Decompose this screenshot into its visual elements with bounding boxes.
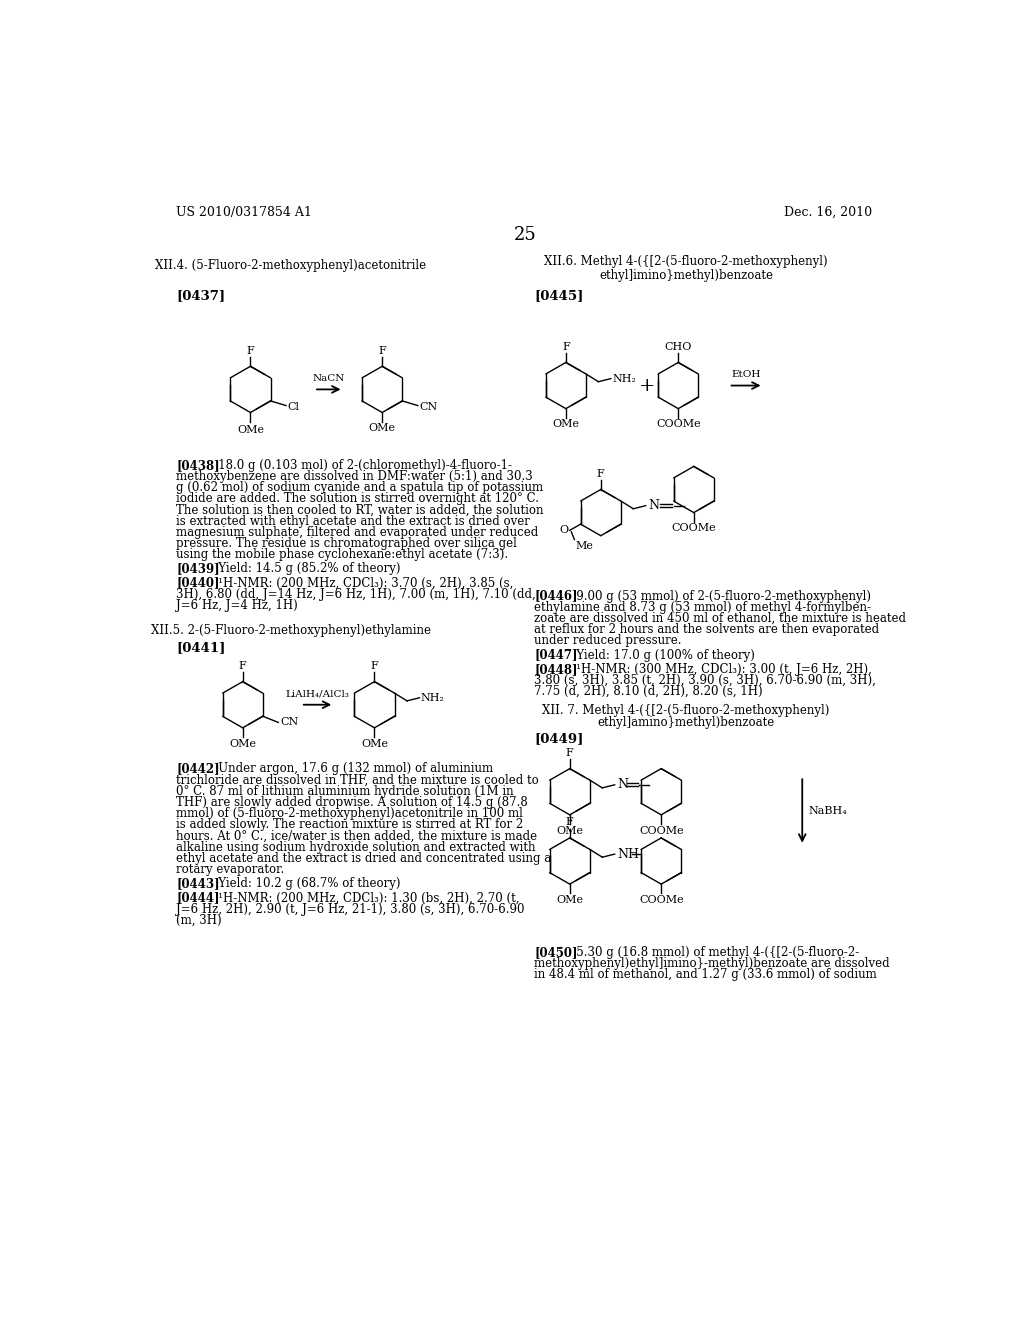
Text: [0439]: [0439] xyxy=(176,562,220,576)
Text: ¹H-NMR: (200 MHz, CDCl₃): 1.30 (bs, 2H), 2.70 (t,: ¹H-NMR: (200 MHz, CDCl₃): 1.30 (bs, 2H),… xyxy=(207,891,519,904)
Text: [0441]: [0441] xyxy=(176,640,225,653)
Text: iodide are added. The solution is stirred overnight at 120° C.: iodide are added. The solution is stirre… xyxy=(176,492,539,506)
Text: F: F xyxy=(562,342,569,351)
Text: [0450]: [0450] xyxy=(535,945,578,958)
Text: NH₂: NH₂ xyxy=(612,374,636,384)
Text: ethyl]amino}methyl)benzoate: ethyl]amino}methyl)benzoate xyxy=(597,717,774,729)
Text: LiAlH₄/AlCl₃: LiAlH₄/AlCl₃ xyxy=(286,689,349,698)
Text: OMe: OMe xyxy=(229,739,256,748)
Text: pressure. The residue is chromatographed over silica gel: pressure. The residue is chromatographed… xyxy=(176,537,517,550)
Text: COOMe: COOMe xyxy=(639,825,683,836)
Text: [0444]: [0444] xyxy=(176,891,219,904)
Text: OMe: OMe xyxy=(369,424,395,433)
Text: NH: NH xyxy=(617,847,640,861)
Text: CN: CN xyxy=(280,718,298,727)
Text: hours. At 0° C., ice/water is then added, the mixture is made: hours. At 0° C., ice/water is then added… xyxy=(176,829,538,842)
Text: XII.5. 2-(5-Fluoro-2-methoxyphenyl)ethylamine: XII.5. 2-(5-Fluoro-2-methoxyphenyl)ethyl… xyxy=(151,624,431,636)
Text: XII.4. (5-Fluoro-2-methoxyphenyl)acetonitrile: XII.4. (5-Fluoro-2-methoxyphenyl)acetoni… xyxy=(156,259,426,272)
Text: 18.0 g (0.103 mol) of 2-(chloromethyl)-4-fluoro-1-: 18.0 g (0.103 mol) of 2-(chloromethyl)-4… xyxy=(207,459,512,471)
Text: under reduced pressure.: under reduced pressure. xyxy=(535,635,682,647)
Text: is added slowly. The reaction mixture is stirred at RT for 2: is added slowly. The reaction mixture is… xyxy=(176,818,523,832)
Text: COOMe: COOMe xyxy=(639,895,683,906)
Text: N: N xyxy=(617,779,629,791)
Text: CN: CN xyxy=(420,403,437,412)
Text: [0442]: [0442] xyxy=(176,763,220,775)
Text: CHO: CHO xyxy=(665,342,692,351)
Text: ¹H-NMR: (300 MHz, CDCl₃): 3.00 (t, J=6 Hz, 2H),: ¹H-NMR: (300 MHz, CDCl₃): 3.00 (t, J=6 H… xyxy=(565,663,872,676)
Text: NaCN: NaCN xyxy=(312,375,345,383)
Text: [0446]: [0446] xyxy=(535,590,578,603)
Text: The solution is then cooled to RT, water is added, the solution: The solution is then cooled to RT, water… xyxy=(176,503,544,516)
Text: [0438]: [0438] xyxy=(176,459,220,471)
Text: COOMe: COOMe xyxy=(672,524,716,533)
Text: F: F xyxy=(378,346,386,355)
Text: N: N xyxy=(649,499,659,512)
Text: ethylamine and 8.73 g (53 mmol) of methyl 4-formylben-: ethylamine and 8.73 g (53 mmol) of methy… xyxy=(535,601,871,614)
Text: EtOH: EtOH xyxy=(731,371,761,379)
Text: trichloride are dissolved in THF, and the mixture is cooled to: trichloride are dissolved in THF, and th… xyxy=(176,774,539,787)
Text: [0437]: [0437] xyxy=(176,289,225,302)
Text: OMe: OMe xyxy=(556,825,584,836)
Text: 0° C. 87 ml of lithium aluminium hydride solution (1M in: 0° C. 87 ml of lithium aluminium hydride… xyxy=(176,785,514,797)
Text: [0447]: [0447] xyxy=(535,648,578,661)
Text: Yield: 14.5 g (85.2% of theory): Yield: 14.5 g (85.2% of theory) xyxy=(207,562,400,576)
Text: [0448]: [0448] xyxy=(535,663,578,676)
Text: F: F xyxy=(597,469,604,479)
Text: COOMe: COOMe xyxy=(656,420,700,429)
Text: F: F xyxy=(371,661,378,671)
Text: Cl: Cl xyxy=(288,403,300,412)
Text: Yield: 10.2 g (68.7% of theory): Yield: 10.2 g (68.7% of theory) xyxy=(207,878,400,890)
Text: O: O xyxy=(559,525,568,536)
Text: mmol) of (5-fluoro-2-methoxyphenyl)acetonitrile in 100 ml: mmol) of (5-fluoro-2-methoxyphenyl)aceto… xyxy=(176,807,523,820)
Text: Dec. 16, 2010: Dec. 16, 2010 xyxy=(784,206,872,219)
Text: 5.30 g (16.8 mmol) of methyl 4-({[2-(5-fluoro-2-: 5.30 g (16.8 mmol) of methyl 4-({[2-(5-f… xyxy=(565,945,859,958)
Text: F: F xyxy=(566,817,573,828)
Text: XII. 7. Methyl 4-({[2-(5-fluoro-2-methoxyphenyl): XII. 7. Methyl 4-({[2-(5-fluoro-2-methox… xyxy=(543,704,829,717)
Text: NaBH₄: NaBH₄ xyxy=(809,805,847,816)
Text: using the mobile phase cyclohexane:ethyl acetate (7:3).: using the mobile phase cyclohexane:ethyl… xyxy=(176,548,508,561)
Text: 9.00 g (53 mmol) of 2-(5-fluoro-2-methoxyphenyl): 9.00 g (53 mmol) of 2-(5-fluoro-2-methox… xyxy=(565,590,871,603)
Text: F: F xyxy=(239,661,247,671)
Text: THF) are slowly added dropwise. A solution of 14.5 g (87.8: THF) are slowly added dropwise. A soluti… xyxy=(176,796,527,809)
Text: XII.6. Methyl 4-({[2-(5-fluoro-2-methoxyphenyl): XII.6. Methyl 4-({[2-(5-fluoro-2-methoxy… xyxy=(544,255,827,268)
Text: OMe: OMe xyxy=(237,425,264,434)
Text: g (0.62 mol) of sodium cyanide and a spatula tip of potassium: g (0.62 mol) of sodium cyanide and a spa… xyxy=(176,480,543,494)
Text: [0440]: [0440] xyxy=(176,577,219,590)
Text: F: F xyxy=(566,748,573,758)
Text: NH₂: NH₂ xyxy=(421,693,444,702)
Text: in 48.4 ml of methanol, and 1.27 g (33.6 mmol) of sodium: in 48.4 ml of methanol, and 1.27 g (33.6… xyxy=(535,968,877,981)
Text: 25: 25 xyxy=(513,226,537,244)
Text: J=6 Hz, J=4 Hz, 1H): J=6 Hz, J=4 Hz, 1H) xyxy=(176,599,298,612)
Text: US 2010/0317854 A1: US 2010/0317854 A1 xyxy=(176,206,312,219)
Text: ethyl acetate and the extract is dried and concentrated using a: ethyl acetate and the extract is dried a… xyxy=(176,851,551,865)
Text: F: F xyxy=(247,346,254,355)
Text: is extracted with ethyl acetate and the extract is dried over: is extracted with ethyl acetate and the … xyxy=(176,515,530,528)
Text: +: + xyxy=(639,376,655,395)
Text: Under argon, 17.6 g (132 mmol) of aluminium: Under argon, 17.6 g (132 mmol) of alumin… xyxy=(207,763,494,775)
Text: OMe: OMe xyxy=(360,739,388,748)
Text: magnesium sulphate, filtered and evaporated under reduced: magnesium sulphate, filtered and evapora… xyxy=(176,525,539,539)
Text: alkaline using sodium hydroxide solution and extracted with: alkaline using sodium hydroxide solution… xyxy=(176,841,536,854)
Text: J=6 Hz, 2H), 2.90 (t, J=6 Hz, 21-1), 3.80 (s, 3H), 6.70-6.90: J=6 Hz, 2H), 2.90 (t, J=6 Hz, 21-1), 3.8… xyxy=(176,903,524,916)
Text: 3H), 6.80 (dd, J=14 Hz, J=6 Hz, 1H), 7.00 (m, 1H), 7.10 (dd,: 3H), 6.80 (dd, J=14 Hz, J=6 Hz, 1H), 7.0… xyxy=(176,587,536,601)
Text: OMe: OMe xyxy=(556,895,584,906)
Text: 3.80 (s, 3H), 3.85 (t, 2H), 3.90 (s, 3H), 6.70-6.90 (m, 3H),: 3.80 (s, 3H), 3.85 (t, 2H), 3.90 (s, 3H)… xyxy=(535,675,876,686)
Text: Yield: 17.0 g (100% of theory): Yield: 17.0 g (100% of theory) xyxy=(565,648,755,661)
Text: ethyl]imino}methyl)benzoate: ethyl]imino}methyl)benzoate xyxy=(599,268,773,281)
Text: 7.75 (d, 2H), 8.10 (d, 2H), 8.20 (s, 1H): 7.75 (d, 2H), 8.10 (d, 2H), 8.20 (s, 1H) xyxy=(535,685,763,698)
Text: Me: Me xyxy=(575,541,594,550)
Text: zoate are dissolved in 450 ml of ethanol, the mixture is heated: zoate are dissolved in 450 ml of ethanol… xyxy=(535,612,906,624)
Text: OMe: OMe xyxy=(552,420,580,429)
Text: methoxyphenyl)ethyl]imino}-methyl)benzoate are dissolved: methoxyphenyl)ethyl]imino}-methyl)benzoa… xyxy=(535,957,890,970)
Text: ¹H-NMR: (200 MHz, CDCl₃): 3.70 (s, 2H), 3.85 (s,: ¹H-NMR: (200 MHz, CDCl₃): 3.70 (s, 2H), … xyxy=(207,577,513,590)
Text: [0449]: [0449] xyxy=(535,731,584,744)
Text: at reflux for 2 hours and the solvents are then evaporated: at reflux for 2 hours and the solvents a… xyxy=(535,623,880,636)
Text: [0445]: [0445] xyxy=(535,289,584,302)
Text: (m, 3H): (m, 3H) xyxy=(176,913,221,927)
Text: [0443]: [0443] xyxy=(176,878,220,890)
Text: rotary evaporator.: rotary evaporator. xyxy=(176,863,285,876)
Text: methoxybenzene are dissolved in DMF:water (5:1) and 30.3: methoxybenzene are dissolved in DMF:wate… xyxy=(176,470,532,483)
